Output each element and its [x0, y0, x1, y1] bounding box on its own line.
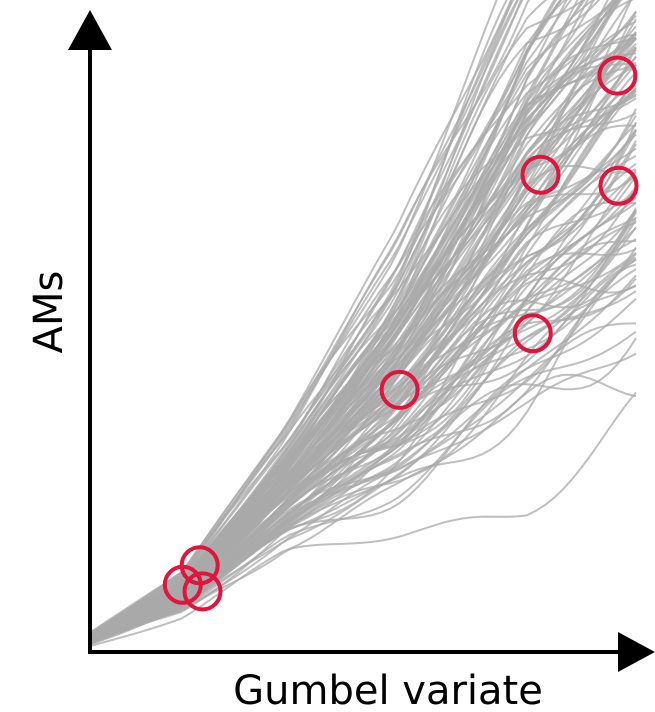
x-axis-arrow: [618, 632, 655, 672]
ensemble-line: [89, 174, 637, 640]
ensemble-line: [89, 0, 562, 637]
ensemble-line: [89, 62, 637, 639]
y-axis-label: AMs: [26, 271, 72, 354]
observed-points: [162, 55, 639, 612]
observed-point: [379, 369, 420, 410]
observed-point: [597, 55, 638, 96]
ensemble-line: [89, 36, 637, 639]
ensemble-line: [89, 274, 637, 644]
observed-point: [512, 313, 553, 354]
ensemble-line: [89, 391, 637, 648]
ensemble-line: [89, 80, 637, 641]
ensemble-line: [89, 0, 520, 635]
x-axis-label: Gumbel variate: [233, 668, 543, 712]
ensemble-line: [89, 352, 637, 645]
ensemble-line: [89, 0, 519, 635]
observed-point: [598, 165, 639, 206]
observed-point: [182, 571, 223, 612]
y-axis-arrow: [68, 10, 112, 50]
ensemble-line: [89, 0, 515, 635]
ensemble-line: [89, 0, 586, 637]
ensemble-line: [89, 189, 637, 642]
ensemble-lines: [89, 0, 637, 648]
ensemble-line: [89, 0, 615, 639]
ensemble-line: [89, 93, 637, 640]
observed-point: [520, 154, 561, 195]
observed-point: [179, 545, 220, 586]
